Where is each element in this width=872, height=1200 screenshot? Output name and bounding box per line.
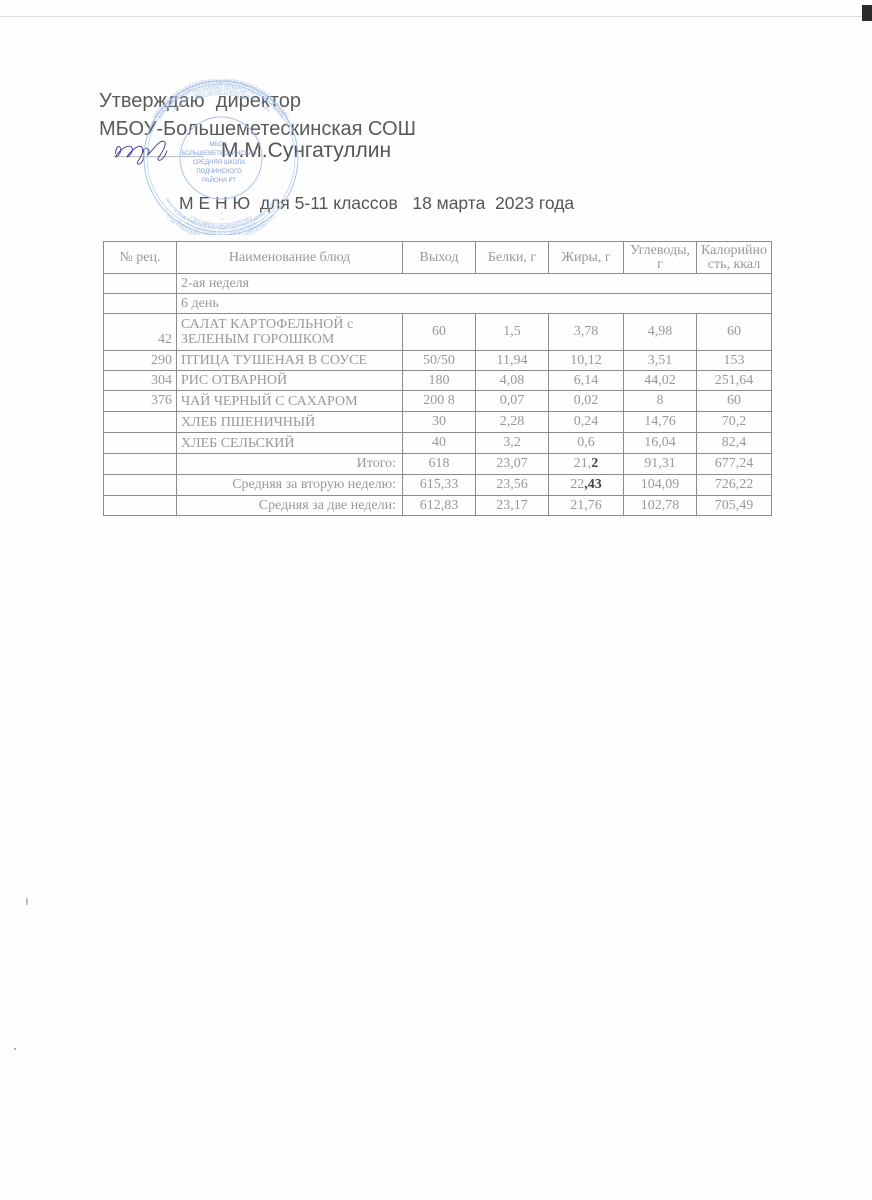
svg-text:МБОУ-: МБОУ-: [209, 142, 228, 148]
svg-text:ПОДЧИНСКОГО: ПОДЧИНСКОГО: [196, 169, 242, 175]
svg-text:БОЛЬШЕМЕТЕСКИНСКАЯ: БОЛЬШЕМЕТЕСКИНСКАЯ: [181, 151, 256, 157]
svg-text:СРЕДНЯЯ ШКОЛА: СРЕДНЯЯ ШКОЛА: [193, 160, 246, 166]
svg-text:РАЙОНА РТ: РАЙОНА РТ: [202, 176, 236, 184]
